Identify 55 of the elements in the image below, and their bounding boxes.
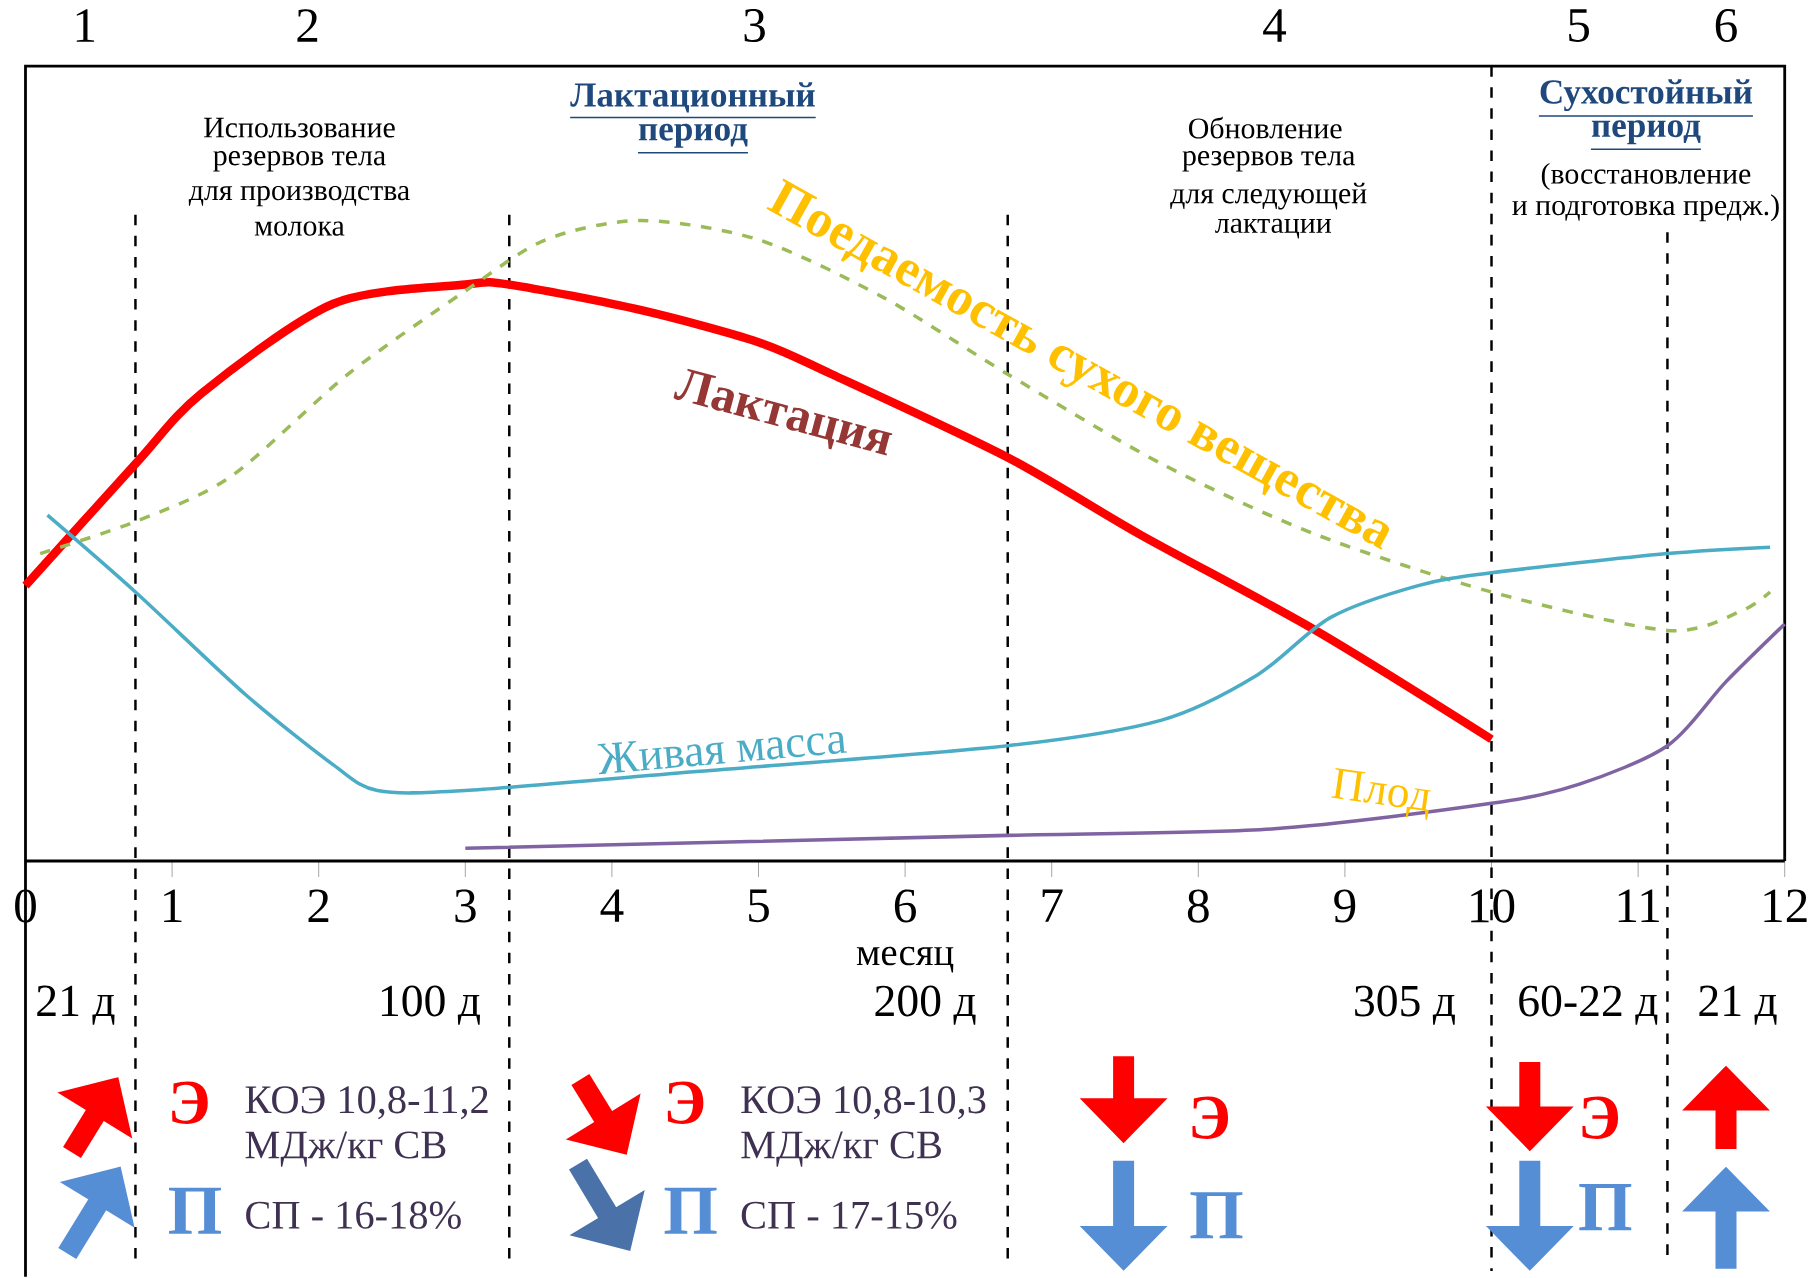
text: Лактационный [570, 82, 815, 113]
text: 5 [1569, 9, 1589, 42]
text: (восстановление [1541, 162, 1751, 190]
text: Сухостойный [1540, 79, 1753, 112]
text: резервов тела [1182, 151, 1355, 172]
text: СП - 17-15% [741, 1201, 957, 1230]
text: 3 [744, 9, 765, 43]
text: КОЭ 10,8-10,3 [741, 1086, 986, 1120]
text: СП - 16-18% [246, 1201, 461, 1230]
text: МДж/кг СВ [245, 1131, 446, 1167]
text: Использование [204, 117, 395, 138]
x-tick-label: 4 [600, 889, 624, 922]
text: Э [172, 1081, 208, 1124]
text: 200 д [875, 985, 976, 1025]
annotation: молока [254, 221, 345, 236]
text: Э [1192, 1096, 1229, 1140]
x-tick-label: 3 [455, 889, 476, 923]
text: 21 д [37, 985, 115, 1025]
x-tick-label: 7 [1042, 889, 1063, 922]
text: Обновление [1188, 116, 1342, 139]
series-label: Живая масса [597, 731, 847, 775]
x-tick-label: 8 [1187, 889, 1209, 923]
text: резервов тела [213, 151, 386, 172]
text: 1 [76, 9, 95, 42]
text: период [1591, 120, 1701, 145]
text: 6 [1715, 9, 1737, 43]
text: 2 [297, 9, 318, 42]
text: КОЭ 10,8-11,2 [245, 1086, 488, 1120]
text: П [664, 1187, 717, 1234]
x-tick-label: 2 [308, 889, 329, 923]
text: 21 д [1699, 985, 1777, 1025]
text: Э [1582, 1096, 1619, 1140]
annotation: и подготовка предж.) [1512, 194, 1779, 222]
annotation: лактации [1215, 218, 1332, 239]
text: П [1190, 1192, 1243, 1239]
text: для производства [188, 186, 410, 207]
x-tick-label: 10 [1471, 889, 1515, 923]
x-tick-label: 6 [894, 889, 916, 923]
text: Плод [1331, 767, 1431, 820]
text: 60-22 д [1519, 985, 1658, 1025]
text: 4 [1263, 9, 1287, 42]
x-tick-label: 1 [164, 889, 182, 922]
text: П [1579, 1184, 1632, 1231]
text: для следующей [1170, 182, 1367, 210]
text: МДж/кг СВ [741, 1131, 941, 1167]
text: П [169, 1187, 221, 1234]
x-tick-label: 5 [749, 889, 769, 923]
x-tick-label: 9 [1334, 889, 1356, 923]
text: 305 д [1355, 985, 1455, 1025]
text: 100 д [381, 985, 480, 1025]
text: период [638, 123, 748, 148]
x-tick-label: 12 [1764, 889, 1807, 923]
x-tick-label: 11 [1618, 889, 1659, 922]
x-axis-title: месяц [856, 946, 954, 973]
text: Э [667, 1081, 704, 1124]
